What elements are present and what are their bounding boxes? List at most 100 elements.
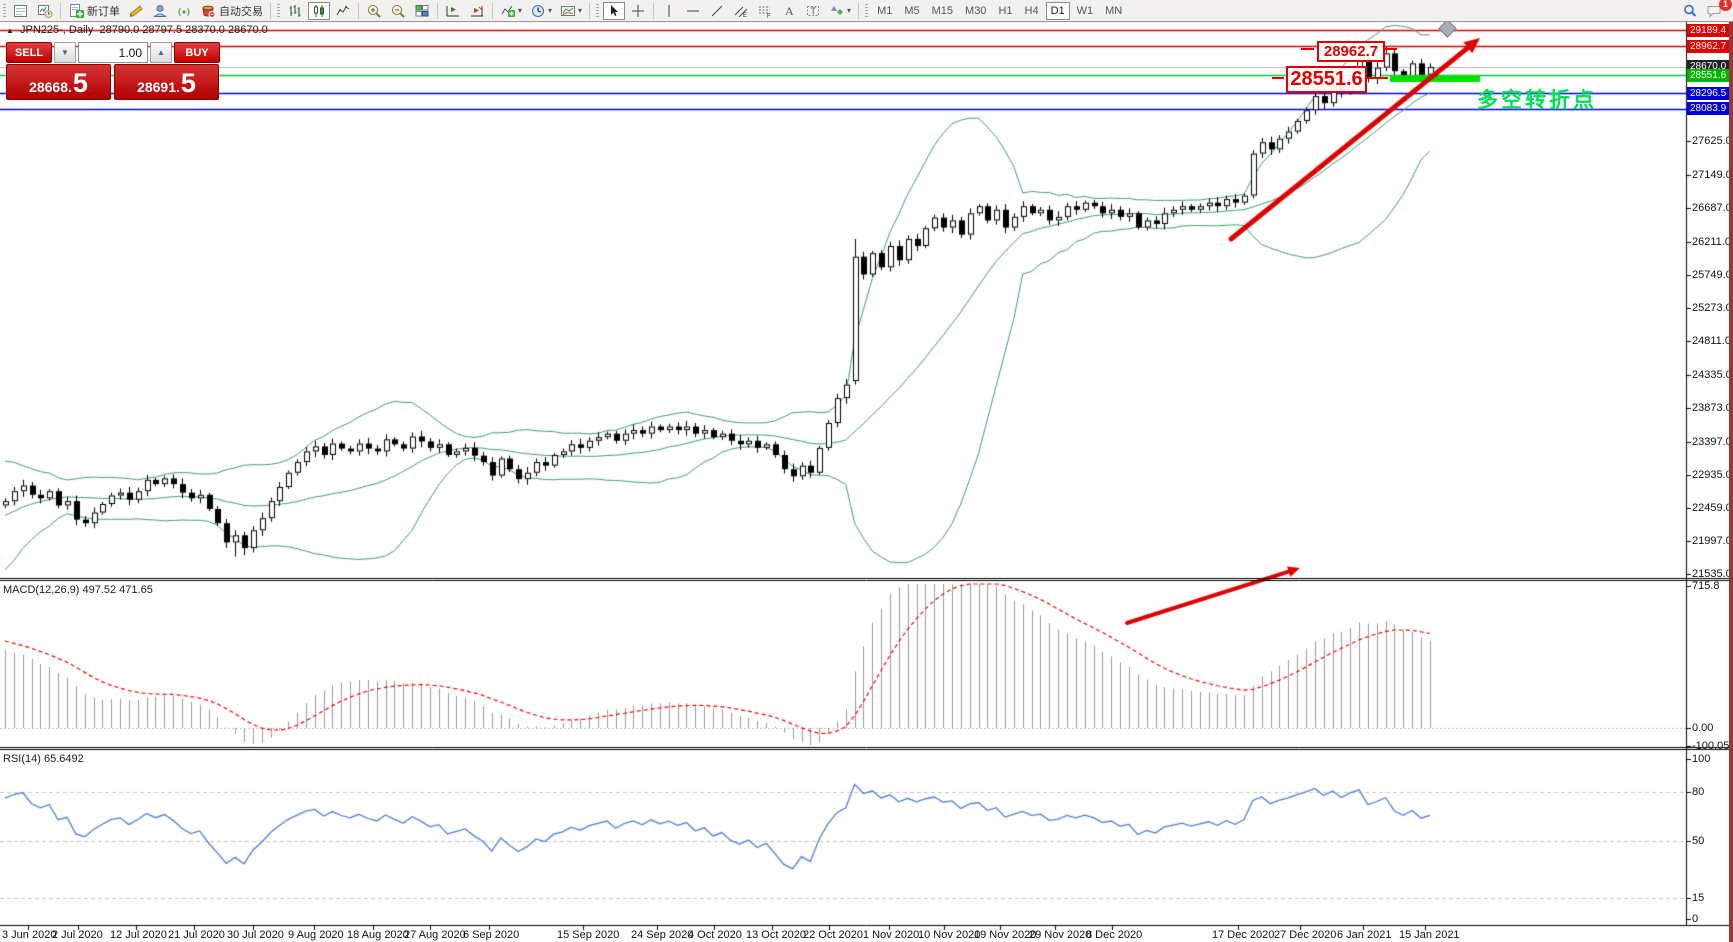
- timeframe-d1-button[interactable]: D1: [1045, 1, 1070, 20]
- buy-button[interactable]: BUY: [174, 42, 220, 63]
- timeframe-h1-button[interactable]: H1: [998, 4, 1013, 17]
- periods-button[interactable]: ▾: [527, 2, 555, 20]
- date-label: 24 Sep 2020: [631, 929, 694, 941]
- timeframe-w1-button[interactable]: W1: [1076, 4, 1094, 17]
- timeframe-m15-button[interactable]: M15: [931, 4, 954, 17]
- text-icon: A: [785, 4, 794, 18]
- timeframe-m1-button[interactable]: M1: [877, 4, 893, 17]
- rsi-name: RSI(14): [3, 753, 41, 765]
- sell-button[interactable]: SELL: [6, 42, 52, 63]
- metaeditor-button[interactable]: [125, 2, 147, 20]
- chart-shift-icon: [446, 5, 459, 16]
- fibonacci-tool-button[interactable]: F: [754, 2, 776, 20]
- vertical-line-tool-button[interactable]: [658, 2, 680, 20]
- bar-chart-type-button[interactable]: [284, 2, 306, 20]
- price-scale-label: 21535.0: [1692, 568, 1732, 581]
- tile-windows-button[interactable]: [411, 2, 433, 20]
- date-label: 27 Aug 2020: [404, 929, 466, 941]
- support-price-box[interactable]: 28551.6: [1286, 66, 1367, 93]
- price-scale-label: 23397.0: [1692, 435, 1732, 448]
- text-label-tool-button[interactable]: T: [802, 2, 824, 20]
- price-scale-label: 27149.0: [1692, 169, 1732, 182]
- text-label-icon: T: [807, 5, 820, 16]
- channel-tool-button[interactable]: E: [730, 2, 752, 20]
- collapse-triangle-icon: ▲: [6, 26, 14, 35]
- buy-price-tile[interactable]: 28691. 5: [114, 64, 219, 100]
- price-scale-label: 22459.0: [1692, 502, 1732, 515]
- tile-windows-icon: [415, 4, 429, 16]
- volume-decrease-button[interactable]: ▼: [54, 42, 76, 63]
- trendline-icon: [711, 5, 723, 16]
- trade-panel-prices: 28668. 5 28691. 5: [6, 64, 220, 100]
- zoom-out-button[interactable]: [387, 2, 409, 20]
- metaeditor-icon: [129, 4, 143, 17]
- crosshair-icon: [632, 4, 645, 17]
- line-chart-type-button[interactable]: [332, 2, 354, 20]
- tick-chart-button[interactable]: [34, 2, 56, 20]
- toolbar-grip: [3, 3, 6, 18]
- autotrading-icon: [202, 5, 216, 18]
- rsi-header: RSI(14) 65.6492: [3, 753, 84, 765]
- volume-increase-button[interactable]: ▲: [150, 42, 172, 63]
- rsi-value: 65.6492: [43, 753, 84, 765]
- svg-text:F: F: [767, 14, 771, 19]
- cloud-user-icon: [153, 4, 167, 17]
- crosshair-tool-button[interactable]: [627, 2, 649, 20]
- svg-text:E: E: [743, 13, 747, 19]
- date-label: 19 Nov 2020: [974, 929, 1037, 941]
- annotation-dash: [1272, 77, 1284, 79]
- text-tool-button[interactable]: A: [778, 2, 800, 20]
- horizontal-line-icon: [687, 10, 700, 11]
- toolbar-right: 1: [1678, 0, 1732, 20]
- search-button[interactable]: [1679, 2, 1701, 20]
- date-label: 13 Oct 2020: [746, 929, 806, 941]
- date-label: 18 Aug 2020: [347, 929, 409, 941]
- svg-text:T: T: [811, 6, 817, 16]
- date-label: 6 Jan 2021: [1337, 929, 1392, 941]
- notifications-button[interactable]: 1: [1703, 0, 1732, 20]
- ohlc-bars-icon: [289, 4, 301, 17]
- sell-price-tile[interactable]: 28668. 5: [6, 64, 111, 100]
- price-scale-label: 22935.0: [1692, 468, 1732, 481]
- templates-button[interactable]: ▾: [557, 2, 585, 20]
- horizontal-line-tool-button[interactable]: [682, 2, 704, 20]
- zoom-in-button[interactable]: [363, 2, 385, 20]
- trendline-tool-button[interactable]: [706, 2, 728, 20]
- arrows-tool-button[interactable]: ▾: [826, 2, 854, 20]
- autotrading-button[interactable]: 自动交易: [197, 2, 266, 20]
- auto-scroll-button[interactable]: [466, 2, 488, 20]
- line-chart-icon: [336, 5, 350, 15]
- resistance-price-box[interactable]: 28962.7: [1317, 41, 1385, 62]
- close-value: 28670.0: [227, 24, 268, 36]
- toolbar-grip: [865, 3, 869, 18]
- new-chart-button[interactable]: [10, 2, 32, 20]
- indicators-button[interactable]: ▾: [497, 2, 525, 20]
- date-label: 8 Dec 2020: [1086, 929, 1143, 941]
- volume-input[interactable]: 1.00: [78, 42, 148, 63]
- macd-scale-label: -100.05: [1692, 740, 1730, 752]
- price-scale-label: 25273.0: [1692, 302, 1732, 315]
- date-label: 3 Jun 2020: [2, 929, 57, 941]
- timeframe-m5-button[interactable]: M5: [904, 4, 920, 17]
- date-label: 1 Nov 2020: [863, 929, 920, 941]
- timeframe-m30-button[interactable]: M30: [965, 4, 987, 17]
- timeframe-mn-button[interactable]: MN: [1105, 4, 1123, 17]
- sell-price-frac: 5: [72, 68, 88, 98]
- cursor-tool-button[interactable]: [603, 1, 626, 20]
- rsi-scale-label: 0: [1692, 913, 1699, 925]
- new-order-button[interactable]: 新订单: [65, 2, 123, 20]
- sell-price-dot: .: [68, 79, 72, 95]
- search-icon: [1684, 4, 1697, 17]
- signal-icon: [178, 7, 190, 16]
- timeframe-h4-button[interactable]: H4: [1024, 4, 1039, 17]
- signals-button[interactable]: [173, 2, 195, 20]
- toolbar-separator: [437, 2, 438, 19]
- turning-point-note[interactable]: 多空转折点: [1477, 89, 1597, 112]
- clock-icon: [532, 4, 545, 17]
- community-button[interactable]: [149, 2, 171, 20]
- price-tag: 29189.4: [1687, 23, 1733, 37]
- open-value: 28790.0: [99, 24, 140, 36]
- candle-chart-type-button[interactable]: [308, 1, 330, 20]
- chart-shift-button[interactable]: [442, 2, 464, 20]
